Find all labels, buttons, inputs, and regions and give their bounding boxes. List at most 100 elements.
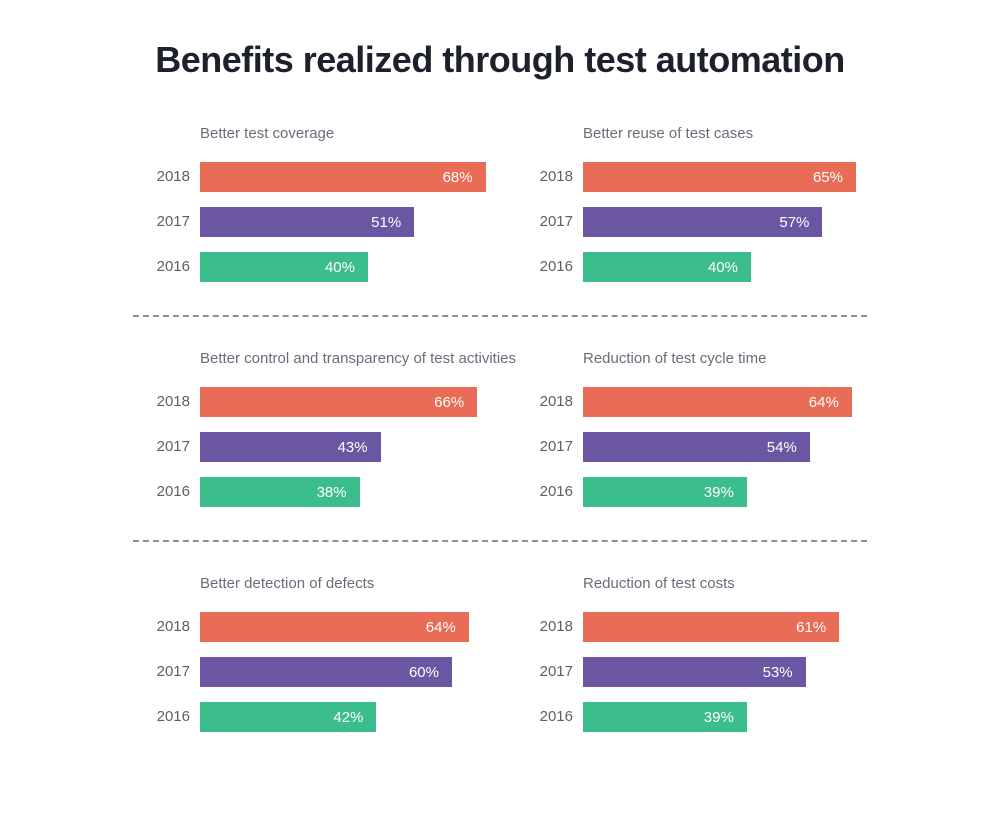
charts-grid: Better test coverage 2018 68% 2017 51% 2016 40… xyxy=(0,125,1000,732)
bar: 54% xyxy=(583,432,810,462)
bar: 64% xyxy=(200,612,469,642)
bar: 57% xyxy=(583,207,823,237)
bar-track: 38% xyxy=(200,477,521,507)
category-label: 2017 xyxy=(156,438,190,455)
bar-row: 2016 38% xyxy=(138,477,521,507)
bar-row: 2017 57% xyxy=(521,207,904,237)
category-label: 2016 xyxy=(539,483,573,500)
category-label: 2017 xyxy=(156,213,190,230)
bar-value-label: 39% xyxy=(703,708,734,726)
bar: 38% xyxy=(200,477,360,507)
category-label: 2017 xyxy=(539,213,573,230)
bar-row: 2016 40% xyxy=(138,252,521,282)
bar-track: 66% xyxy=(200,387,521,417)
category-label: 2018 xyxy=(156,618,190,635)
category-label: 2017 xyxy=(539,663,573,680)
bar-track: 53% xyxy=(583,657,904,687)
category-label: 2016 xyxy=(156,483,190,500)
bar-value-label: 53% xyxy=(762,663,793,681)
bar: 65% xyxy=(583,162,856,192)
bar-track: 64% xyxy=(583,387,904,417)
bar-value-label: 57% xyxy=(779,213,810,231)
bar-row: 2018 64% xyxy=(521,387,904,417)
bar-value-label: 40% xyxy=(707,258,738,276)
bar-row: 2017 54% xyxy=(521,432,904,462)
row-separator xyxy=(133,315,867,317)
bar-track: 57% xyxy=(583,207,904,237)
bar-value-label: 68% xyxy=(442,168,473,186)
bar-track: 39% xyxy=(583,477,904,507)
bar-value-label: 60% xyxy=(408,663,439,681)
bar-value-label: 61% xyxy=(796,618,827,636)
chart-title: Better detection of defects xyxy=(200,575,375,592)
chart-title: Better reuse of test cases xyxy=(583,125,754,142)
chart-title: Better control and transparency of test … xyxy=(200,350,516,367)
bar-value-label: 54% xyxy=(766,438,797,456)
bar-track: 54% xyxy=(583,432,904,462)
category-label: 2016 xyxy=(539,258,573,275)
chart-title: Better test coverage xyxy=(200,125,335,142)
category-label: 2018 xyxy=(539,168,573,185)
bar: 68% xyxy=(200,162,486,192)
bar-value-label: 38% xyxy=(316,483,347,501)
charts-row: Better detection of defects 2018 64% 2017 60… xyxy=(0,575,1000,732)
bar: 51% xyxy=(200,207,415,237)
bar: 61% xyxy=(583,612,840,642)
page-title: Benefits realized through test automatio… xyxy=(155,39,845,80)
bar-row: 2017 51% xyxy=(138,207,521,237)
bar-chart: Reduction of test costs 2018 61% 2017 53% 201… xyxy=(521,575,904,732)
bar-chart: Better control and transparency of test … xyxy=(138,350,521,507)
bar-value-label: 51% xyxy=(371,213,402,231)
category-label: 2016 xyxy=(156,258,190,275)
bar: 64% xyxy=(583,387,852,417)
bar-chart: Better test coverage 2018 68% 2017 51% 2016 40… xyxy=(138,125,521,282)
charts-row: Better control and transparency of test … xyxy=(0,350,1000,507)
bar-chart: Better reuse of test cases 2018 65% 2017 57%… xyxy=(521,125,904,282)
category-label: 2018 xyxy=(156,393,190,410)
bar-track: 39% xyxy=(583,702,904,732)
bar: 42% xyxy=(200,702,377,732)
category-label: 2017 xyxy=(156,663,190,680)
category-label: 2018 xyxy=(539,618,573,635)
bar-value-label: 64% xyxy=(808,393,839,411)
bar-row: 2017 43% xyxy=(138,432,521,462)
bar-track: 51% xyxy=(200,207,521,237)
bar-track: 42% xyxy=(200,702,521,732)
bar-value-label: 64% xyxy=(425,618,456,636)
bar: 40% xyxy=(583,252,751,282)
bar-row: 2017 60% xyxy=(138,657,521,687)
bar-value-label: 43% xyxy=(337,438,368,456)
bar-value-label: 39% xyxy=(703,483,734,501)
charts-row: Better test coverage 2018 68% 2017 51% 2016 40… xyxy=(0,125,1000,282)
bar-value-label: 66% xyxy=(434,393,465,411)
bar: 39% xyxy=(583,702,747,732)
bar-track: 40% xyxy=(583,252,904,282)
bar-track: 68% xyxy=(200,162,521,192)
bar: 66% xyxy=(200,387,478,417)
bar-row: 2018 66% xyxy=(138,387,521,417)
bar-row: 2017 53% xyxy=(521,657,904,687)
category-label: 2016 xyxy=(539,708,573,725)
bar-track: 60% xyxy=(200,657,521,687)
bar: 40% xyxy=(200,252,368,282)
bar-chart: Reduction of test cycle time 2018 64% 2017 5… xyxy=(521,350,904,507)
bar-value-label: 40% xyxy=(324,258,355,276)
bar-row: 2016 42% xyxy=(138,702,521,732)
bar-row: 2016 40% xyxy=(521,252,904,282)
bar-row: 2018 68% xyxy=(138,162,521,192)
bar-row: 2018 61% xyxy=(521,612,904,642)
category-label: 2017 xyxy=(539,438,573,455)
bar-row: 2018 65% xyxy=(521,162,904,192)
bar-row: 2016 39% xyxy=(521,477,904,507)
bar-track: 43% xyxy=(200,432,521,462)
bar: 53% xyxy=(583,657,806,687)
chart-title: Reduction of test costs xyxy=(583,575,735,592)
bar-track: 61% xyxy=(583,612,904,642)
bar-track: 65% xyxy=(583,162,904,192)
category-label: 2018 xyxy=(156,168,190,185)
bar-row: 2018 64% xyxy=(138,612,521,642)
row-separator xyxy=(133,540,867,542)
bar-value-label: 42% xyxy=(333,708,364,726)
bar-row: 2016 39% xyxy=(521,702,904,732)
bar-value-label: 65% xyxy=(812,168,843,186)
